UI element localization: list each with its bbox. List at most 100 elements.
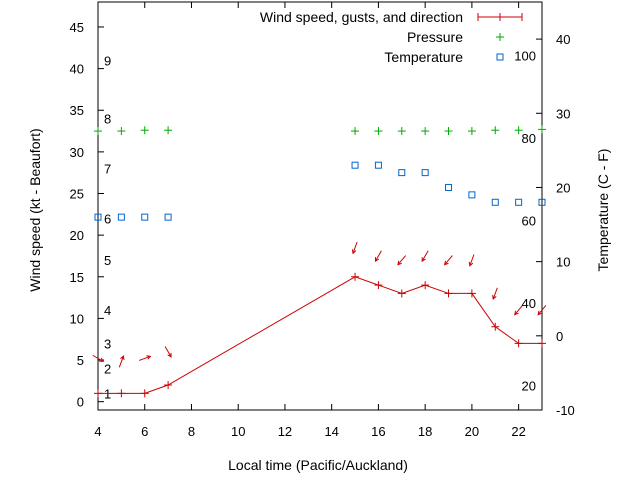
y-left-tick-label: 35 bbox=[70, 103, 84, 118]
wind-speed-point bbox=[397, 289, 406, 298]
x-tick-label: 18 bbox=[418, 424, 432, 439]
y-left-tick-label: 25 bbox=[70, 187, 84, 202]
fahrenheit-label: 40 bbox=[522, 296, 536, 311]
pressure-point bbox=[351, 127, 360, 136]
wind-arrow bbox=[537, 305, 547, 316]
fahrenheit-label: 60 bbox=[522, 213, 536, 228]
pressure-point bbox=[374, 127, 383, 136]
temperature-point bbox=[351, 161, 359, 169]
y-left-tick-label: 10 bbox=[70, 311, 84, 326]
temperature-point bbox=[515, 198, 523, 206]
x-tick-label: 14 bbox=[324, 424, 338, 439]
pressure-point bbox=[397, 127, 406, 136]
wind-arrow bbox=[421, 250, 429, 263]
fahrenheit-scale: 20 40 60 80 100 bbox=[514, 49, 536, 394]
x-tick-label: 8 bbox=[188, 424, 195, 439]
legend-pressure-marker bbox=[496, 33, 504, 41]
y-left-tick-label: 0 bbox=[77, 395, 84, 410]
wind-arrow bbox=[374, 250, 382, 263]
wind-arrow bbox=[164, 346, 172, 358]
pressure-point bbox=[467, 127, 476, 136]
axes-frame: 4 6 8 10 12 14 16 18 20 22051015202530354045-1001… bbox=[70, 1, 575, 439]
x-tick-label: 12 bbox=[278, 424, 292, 439]
wind-speed-point bbox=[351, 272, 360, 281]
legend-wind-marker bbox=[496, 13, 504, 21]
y-right-tick-label: 10 bbox=[556, 255, 570, 270]
temperature-point bbox=[445, 183, 453, 191]
wind-arrow bbox=[138, 355, 152, 361]
y-left-tick-label: 45 bbox=[70, 20, 84, 35]
y-right-tick-label: 30 bbox=[556, 106, 570, 121]
y-left-axis-label: Wind speed (kt - Beaufort) bbox=[27, 128, 43, 291]
legend: Wind speed, gusts, and direction Pressure… bbox=[260, 9, 523, 65]
beaufort-label: 5 bbox=[104, 253, 111, 268]
legend-label-wind: Wind speed, gusts, and direction bbox=[260, 9, 463, 25]
temperature-point bbox=[141, 213, 149, 221]
y-left-tick-label: 40 bbox=[70, 62, 84, 77]
temperature-point bbox=[164, 213, 172, 221]
wind-arrow bbox=[118, 355, 125, 368]
wind-arrow bbox=[351, 241, 358, 255]
wind-speed-point bbox=[164, 381, 173, 390]
pressure-point bbox=[538, 125, 546, 134]
fahrenheit-label: 80 bbox=[522, 131, 536, 146]
plot-frame bbox=[97, 1, 543, 411]
beaufort-label: 8 bbox=[104, 112, 111, 127]
pressure-point bbox=[140, 126, 149, 135]
beaufort-label: 2 bbox=[104, 361, 111, 376]
temperature-point bbox=[398, 169, 406, 177]
series-layer bbox=[94, 125, 546, 398]
wind-speed-point bbox=[514, 339, 523, 348]
wind-arrow bbox=[443, 255, 453, 266]
temperature-point bbox=[374, 161, 382, 169]
x-tick-label: 10 bbox=[231, 424, 245, 439]
x-tick-label: 22 bbox=[511, 424, 525, 439]
y-left-tick-label: 15 bbox=[70, 270, 84, 285]
y-left-tick-label: 20 bbox=[70, 228, 84, 243]
wind-speed-line bbox=[98, 276, 542, 394]
temperature-point bbox=[491, 198, 499, 206]
wind-arrow bbox=[514, 305, 523, 316]
temperature-point bbox=[94, 213, 102, 221]
wind-speed-point bbox=[421, 281, 430, 290]
x-tick-label: 4 bbox=[94, 424, 101, 439]
x-axis-label: Local time (Pacific/Auckland) bbox=[228, 457, 408, 473]
wind-speed-point bbox=[94, 389, 102, 398]
legend-label-temperature: Temperature bbox=[384, 49, 463, 65]
wind-arrow bbox=[397, 255, 407, 266]
y-right-tick-label: 40 bbox=[556, 32, 570, 47]
wind-speed-point bbox=[538, 339, 546, 348]
pressure-point bbox=[421, 127, 430, 136]
pressure-point bbox=[117, 127, 126, 136]
pressure-point bbox=[94, 127, 102, 136]
pressure-point bbox=[491, 126, 500, 135]
legend-temperature-marker bbox=[496, 53, 504, 61]
temperature-point bbox=[538, 198, 546, 206]
beaufort-label: 4 bbox=[104, 303, 111, 318]
wind-speed-point bbox=[491, 322, 500, 331]
beaufort-label: 7 bbox=[104, 162, 111, 177]
wind-speed-point bbox=[374, 281, 383, 290]
pressure-point bbox=[514, 126, 523, 135]
y-right-tick-label: 0 bbox=[556, 329, 563, 344]
x-tick-label: 6 bbox=[141, 424, 148, 439]
fahrenheit-label: 100 bbox=[514, 49, 536, 64]
beaufort-label: 9 bbox=[104, 53, 111, 68]
wind-direction-arrows bbox=[92, 241, 547, 368]
beaufort-label: 6 bbox=[104, 211, 111, 226]
y-right-tick-label: 20 bbox=[556, 180, 570, 195]
temperature-point bbox=[421, 169, 429, 177]
pressure-point bbox=[444, 127, 453, 136]
beaufort-label: 3 bbox=[104, 336, 111, 351]
y-right-axis-label: Temperature (C - F) bbox=[595, 149, 611, 272]
wind-arrow bbox=[92, 354, 105, 362]
legend-label-pressure: Pressure bbox=[407, 29, 463, 45]
wind-arrow bbox=[492, 287, 498, 301]
temperature-point bbox=[117, 213, 125, 221]
wind-speed-point bbox=[140, 389, 149, 398]
y-left-tick-label: 5 bbox=[77, 353, 84, 368]
wind-speed-point bbox=[444, 289, 453, 298]
temperature-point bbox=[468, 191, 476, 199]
